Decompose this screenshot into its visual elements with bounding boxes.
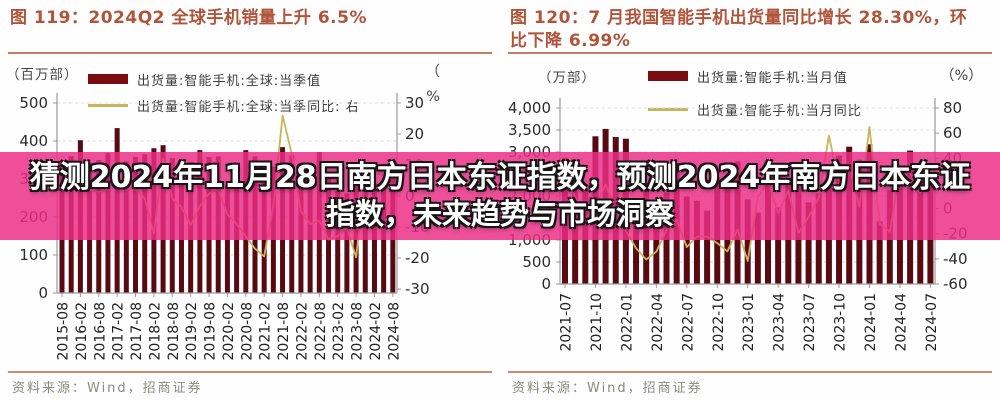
svg-text:2024-01: 2024-01	[863, 293, 879, 352]
legend-item-yoy: 出货量:智能手机:当月同比	[648, 96, 862, 122]
svg-text:30: 30	[405, 94, 424, 112]
svg-text:2017-08: 2017-08	[129, 302, 145, 361]
svg-text:2022-02: 2022-02	[294, 302, 310, 361]
bar-series-swatch-icon	[648, 71, 688, 81]
svg-text:20: 20	[405, 125, 424, 143]
legend-label: 出货量:智能手机:当月同比	[697, 103, 862, 119]
svg-text:-60: -60	[943, 275, 968, 293]
svg-text:-20: -20	[405, 249, 430, 267]
figure-120-title-line2: 比下降 6.99%	[510, 31, 631, 51]
svg-text:2018-02: 2018-02	[147, 302, 163, 361]
line-series-swatch-icon	[648, 107, 688, 111]
legend-item-shipments: 出货量:智能手机:全球:当季值	[88, 66, 360, 92]
svg-text:-30: -30	[405, 280, 430, 298]
svg-text:500: 500	[19, 94, 48, 112]
svg-text:2022-04: 2022-04	[650, 293, 666, 352]
svg-text:2022-07: 2022-07	[680, 293, 696, 352]
svg-text:2016-02: 2016-02	[74, 302, 90, 361]
svg-text:2023-02: 2023-02	[331, 302, 347, 361]
svg-text:2019-02: 2019-02	[184, 302, 200, 361]
source-note: 资料来源：Wind，招商证券	[512, 381, 703, 396]
svg-text:2021-10: 2021-10	[589, 293, 605, 352]
svg-text:2023-04: 2023-04	[772, 293, 788, 352]
figure-119-title-line1: 图 119：2024Q2 全球手机销量上升 6.5%	[10, 8, 367, 28]
figure-120-title-line1: 图 120：7 月我国智能手机出货量同比增长 28.30%，环	[510, 8, 968, 28]
svg-text:2021-02: 2021-02	[258, 302, 274, 361]
source-divider-line	[508, 371, 992, 373]
svg-text:0: 0	[541, 275, 551, 293]
right-axis-unit-line2: %	[426, 89, 440, 105]
svg-text:2023-08: 2023-08	[350, 302, 366, 361]
svg-text:2020-02: 2020-02	[221, 302, 237, 361]
svg-text:2022-08: 2022-08	[313, 302, 329, 361]
svg-text:2022-10: 2022-10	[711, 293, 727, 352]
figure-120-title: 图 120：7 月我国智能手机出货量同比增长 28.30%，环 比下降 6.99…	[510, 7, 992, 53]
line-series-swatch-icon	[88, 103, 128, 107]
svg-text:0: 0	[38, 284, 48, 302]
legend-label: 出货量:智能手机:全球:当季值	[137, 73, 322, 89]
title-divider-line	[508, 52, 992, 54]
svg-text:2023-01: 2023-01	[741, 293, 757, 352]
figure-120-legend: 出货量:智能手机:当月值 出货量:智能手机:当月同比	[648, 63, 862, 122]
svg-text:500: 500	[522, 253, 551, 271]
legend-item-shipments: 出货量:智能手机:当月值	[648, 63, 862, 89]
headline-overlay-banner: 猜测2024年11月28日南方日本东证指数，预测2024年南方日本东证 指数，未…	[0, 152, 1000, 240]
title-divider-line	[8, 52, 492, 54]
overlay-headline-line1: 猜测2024年11月28日南方日本东证指数，预测2024年南方日本东证	[29, 160, 971, 195]
legend-label: 出货量:智能手机:当月值	[697, 70, 848, 86]
bar-series-swatch-icon	[88, 74, 128, 84]
svg-text:2024-07: 2024-07	[924, 293, 940, 352]
svg-text:2024-08: 2024-08	[386, 302, 402, 361]
svg-text:400: 400	[19, 132, 48, 150]
svg-text:2015-08: 2015-08	[56, 302, 72, 361]
svg-text:80: 80	[943, 99, 962, 117]
svg-text:2022-01: 2022-01	[619, 293, 635, 352]
svg-text:2017-02: 2017-02	[111, 302, 127, 361]
right-axis-unit-label: （%）	[940, 68, 983, 84]
svg-text:2023-10: 2023-10	[833, 293, 849, 352]
svg-text:2018-08: 2018-08	[166, 302, 182, 361]
svg-text:2016-08: 2016-08	[92, 302, 108, 361]
right-axis-unit-label: （%	[396, 60, 441, 110]
right-axis-unit-line1: （	[425, 64, 441, 80]
svg-text:2021-08: 2021-08	[276, 302, 292, 361]
svg-text:60: 60	[943, 124, 962, 142]
svg-text:4,000: 4,000	[508, 99, 551, 117]
svg-text:2023-07: 2023-07	[802, 293, 818, 352]
svg-text:2020-08: 2020-08	[239, 302, 255, 361]
overlay-headline-line2: 指数，未来趋势与市场洞察	[325, 197, 674, 231]
svg-text:3,500: 3,500	[508, 121, 551, 139]
source-divider-line	[8, 371, 492, 373]
source-note: 资料来源：Wind，招商证券	[12, 381, 203, 396]
svg-text:-40: -40	[943, 250, 968, 268]
svg-text:2021-07: 2021-07	[559, 293, 575, 352]
svg-text:2019-08: 2019-08	[203, 302, 219, 361]
figure-119-title: 图 119：2024Q2 全球手机销量上升 6.5%	[10, 7, 492, 30]
svg-text:2024-02: 2024-02	[368, 302, 384, 361]
svg-text:100: 100	[19, 246, 48, 264]
left-axis-unit-label: （百万部）	[6, 67, 79, 83]
svg-text:2024-04: 2024-04	[893, 293, 909, 352]
left-axis-unit-label: （万部）	[538, 70, 596, 86]
